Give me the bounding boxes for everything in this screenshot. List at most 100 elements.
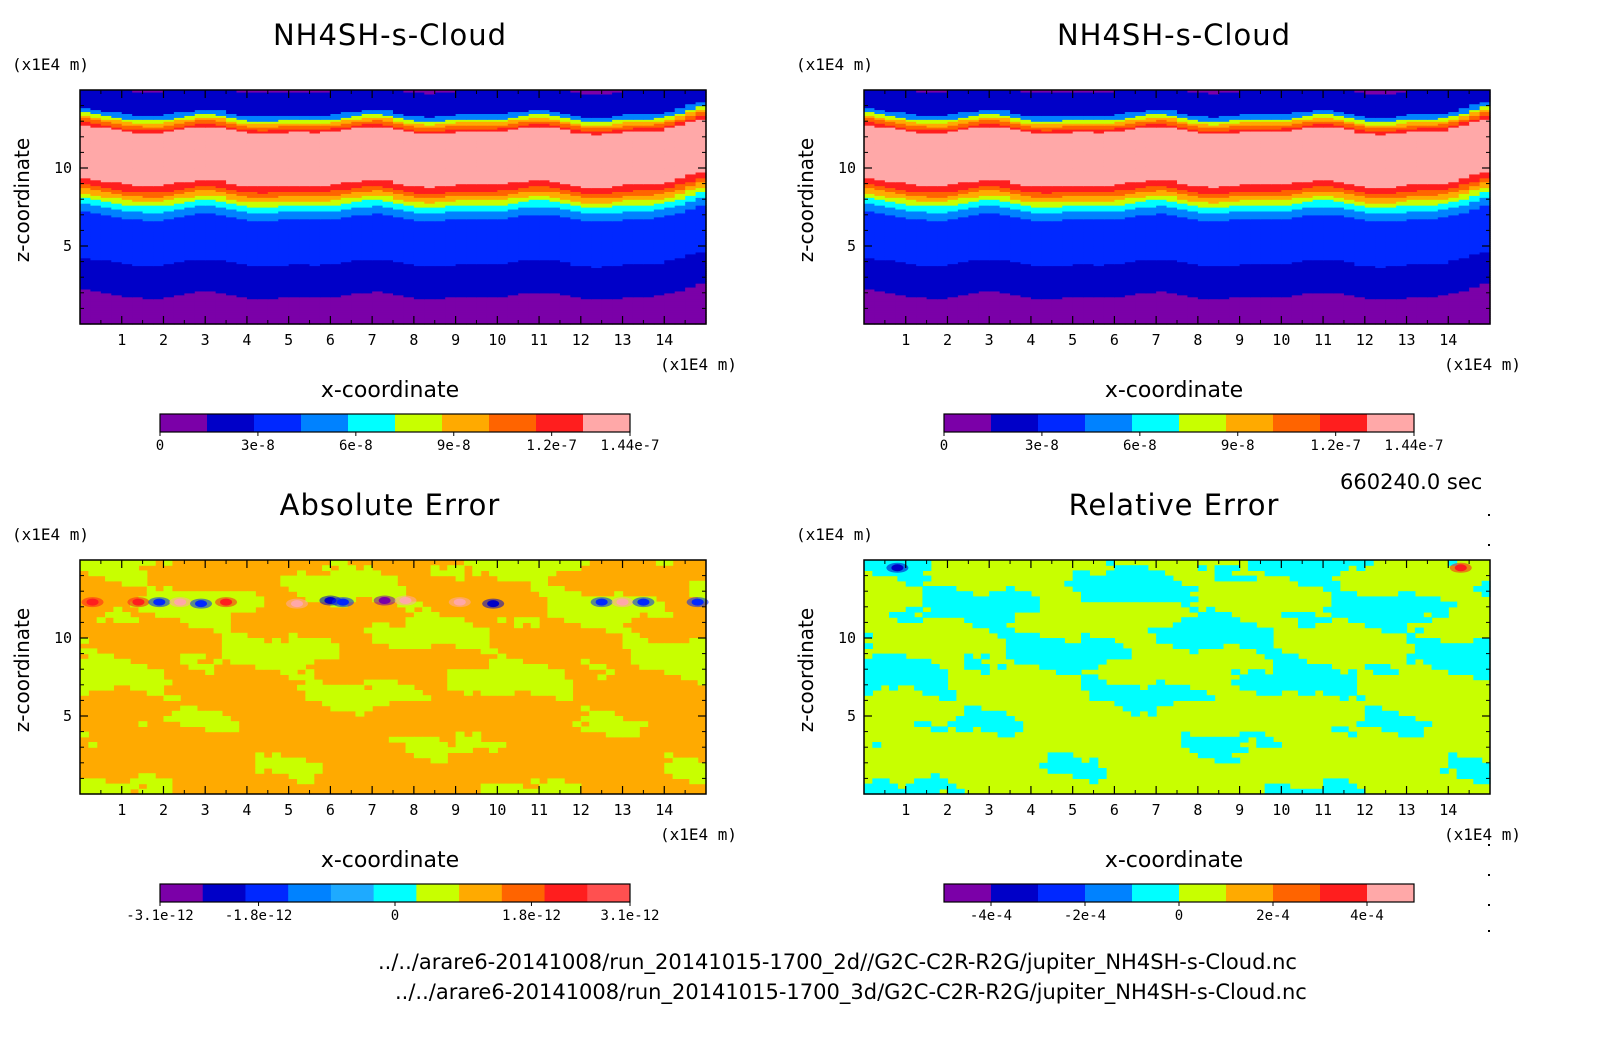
heatmap-cell [153, 236, 165, 239]
heatmap-cell [319, 197, 331, 200]
heatmap-cell [319, 238, 331, 241]
heatmap-cell [257, 240, 269, 243]
heatmap-cell [142, 166, 154, 169]
heatmap-cell [267, 249, 279, 253]
heatmap-cell [184, 162, 196, 165]
heatmap-cell [518, 179, 530, 183]
heatmap-cell [695, 316, 707, 319]
heatmap-cell [246, 226, 258, 230]
heatmap-cell [559, 306, 571, 309]
heatmap-cell [664, 226, 676, 230]
heatmap-cell [455, 277, 467, 280]
heatmap-cell [90, 191, 102, 194]
heatmap-cell [90, 228, 102, 231]
heatmap-cell [445, 275, 457, 278]
heatmap-cell [173, 230, 185, 233]
heatmap-cell [132, 259, 144, 263]
heatmap-cell [403, 251, 415, 255]
heatmap-cell [528, 298, 540, 302]
heatmap-cell [340, 230, 352, 233]
heatmap-cell [330, 257, 342, 261]
heatmap-cell [288, 201, 300, 204]
heatmap-cell [424, 199, 436, 202]
heatmap-cell [330, 302, 342, 306]
heatmap-cell [319, 183, 331, 187]
heatmap-cell [100, 189, 112, 192]
heatmap-cell [90, 160, 102, 163]
heatmap-cell [288, 173, 300, 177]
heatmap-cell [632, 210, 644, 214]
heatmap-cell [559, 222, 571, 226]
heatmap-cell [403, 259, 415, 263]
heatmap-cell [340, 216, 352, 220]
heatmap-cell [591, 304, 603, 308]
heatmap-cell [226, 261, 238, 265]
heatmap-cell [455, 226, 467, 230]
heatmap-cell [194, 277, 206, 280]
heatmap-cell [299, 187, 311, 191]
heatmap-cell [643, 232, 655, 235]
heatmap-cell [267, 296, 279, 300]
heatmap-cell [591, 285, 603, 288]
heatmap-cell [288, 207, 300, 210]
heatmap-cell [486, 310, 498, 313]
heatmap-cell [351, 273, 363, 276]
heatmap-cell [205, 308, 217, 311]
heatmap-cell [434, 259, 446, 263]
heatmap-cell [309, 269, 321, 272]
heatmap-cell [194, 269, 206, 272]
heatmap-cell [267, 247, 279, 251]
heatmap-cell [559, 304, 571, 308]
heatmap-cell [497, 228, 509, 231]
heatmap-cell [163, 222, 175, 226]
heatmap-cell [205, 214, 217, 218]
heatmap-cell [132, 300, 144, 304]
heatmap-cell [434, 212, 446, 216]
heatmap-cell [215, 216, 227, 220]
heatmap-cell [142, 273, 154, 276]
heatmap-cell [518, 306, 530, 309]
heatmap-cell [330, 251, 342, 255]
heatmap-cell [330, 177, 342, 181]
heatmap-cell [215, 169, 227, 173]
heatmap-cell [570, 203, 582, 206]
heatmap-cell [664, 312, 676, 315]
heatmap-cell [215, 212, 227, 216]
heatmap-cell [445, 222, 457, 226]
heatmap-cell [163, 246, 175, 249]
heatmap-cell [351, 316, 363, 319]
heatmap-cell [194, 253, 206, 257]
heatmap-cell [507, 286, 519, 290]
heatmap-cell [121, 296, 133, 300]
heatmap-cell [559, 224, 571, 228]
heatmap-cell [90, 216, 102, 220]
heatmap-cell [455, 308, 467, 311]
heatmap-cell [142, 162, 154, 165]
heatmap-cell [194, 218, 206, 222]
heatmap-cell [121, 261, 133, 265]
heatmap-cell [288, 292, 300, 296]
heatmap-cell [153, 238, 165, 241]
heatmap-cell [591, 183, 603, 187]
heatmap-cell [257, 210, 269, 214]
heatmap-cell [601, 222, 613, 226]
heatmap-cell [685, 267, 697, 270]
heatmap-cell [351, 236, 363, 239]
heatmap-cell [351, 166, 363, 169]
heatmap-cell [664, 232, 676, 235]
heatmap-cell [570, 168, 582, 171]
heatmap-cell [528, 283, 540, 286]
heatmap-cell [507, 214, 519, 218]
heatmap-cell [570, 171, 582, 175]
heatmap-cell [632, 242, 644, 245]
heatmap-cell [528, 320, 540, 323]
heatmap-cell [121, 160, 133, 163]
heatmap-cell [497, 199, 509, 202]
heatmap-cell [100, 259, 112, 263]
heatmap-cell [163, 249, 175, 253]
heatmap-cell [100, 257, 112, 261]
heatmap-cell [319, 288, 331, 292]
heatmap-cell [330, 312, 342, 315]
heatmap-cell [643, 273, 655, 276]
heatmap-cell [121, 193, 133, 196]
